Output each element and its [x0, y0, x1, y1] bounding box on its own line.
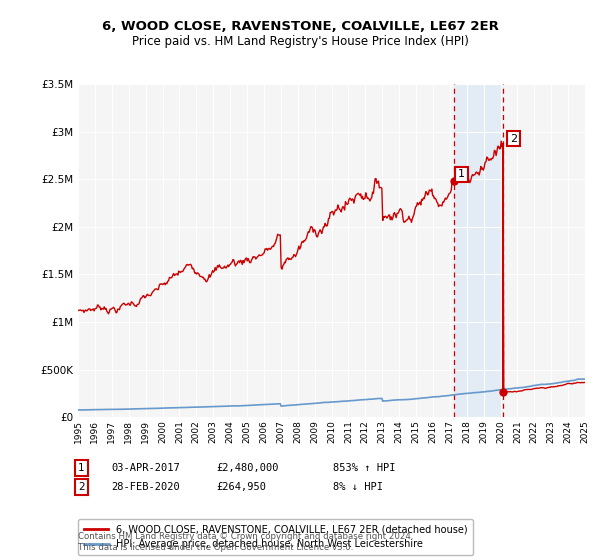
Text: Contains HM Land Registry data © Crown copyright and database right 2024.
This d: Contains HM Land Registry data © Crown c… [78, 532, 413, 552]
Text: £2,480,000: £2,480,000 [216, 463, 278, 473]
Text: 853% ↑ HPI: 853% ↑ HPI [333, 463, 395, 473]
Text: 6, WOOD CLOSE, RAVENSTONE, COALVILLE, LE67 2ER: 6, WOOD CLOSE, RAVENSTONE, COALVILLE, LE… [101, 20, 499, 32]
Text: 28-FEB-2020: 28-FEB-2020 [111, 482, 180, 492]
Text: 2: 2 [510, 134, 517, 143]
Text: Price paid vs. HM Land Registry's House Price Index (HPI): Price paid vs. HM Land Registry's House … [131, 35, 469, 48]
Text: 03-APR-2017: 03-APR-2017 [111, 463, 180, 473]
Text: 1: 1 [78, 463, 85, 473]
Text: 1: 1 [458, 169, 465, 179]
Text: 2: 2 [78, 482, 85, 492]
Text: £264,950: £264,950 [216, 482, 266, 492]
Text: 8% ↓ HPI: 8% ↓ HPI [333, 482, 383, 492]
Legend: 6, WOOD CLOSE, RAVENSTONE, COALVILLE, LE67 2ER (detached house), HPI: Average pr: 6, WOOD CLOSE, RAVENSTONE, COALVILLE, LE… [78, 519, 473, 555]
Bar [454, 84, 503, 417]
